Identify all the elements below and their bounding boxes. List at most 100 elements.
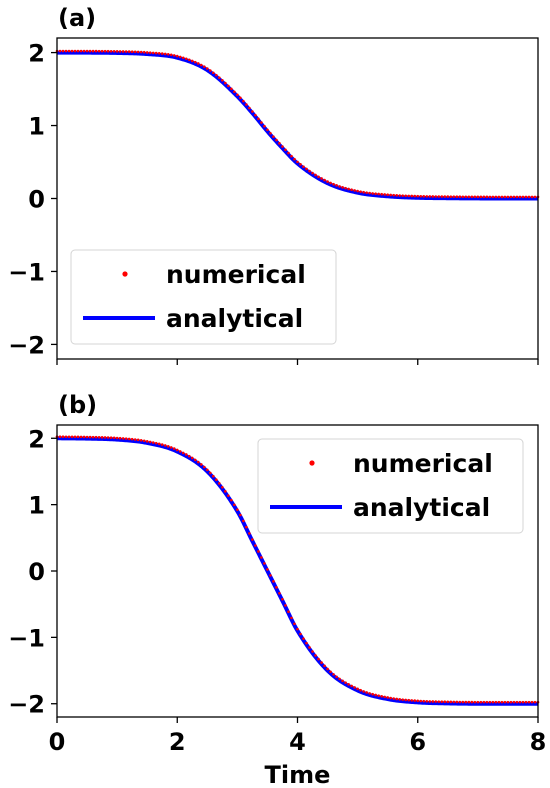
data-point <box>302 637 305 640</box>
data-point <box>485 700 489 704</box>
data-point <box>190 59 194 63</box>
data-point <box>305 641 308 645</box>
data-point <box>58 49 62 53</box>
y-tick-label: 2 <box>28 425 45 453</box>
data-point <box>512 195 516 199</box>
data-point <box>100 436 104 439</box>
data-point <box>64 49 68 53</box>
data-point <box>160 443 164 446</box>
data-point <box>506 700 510 704</box>
data-point <box>482 700 486 704</box>
data-point <box>88 49 92 53</box>
data-point <box>455 195 459 198</box>
data-point <box>184 453 188 456</box>
data-point <box>374 693 377 697</box>
data-point <box>524 195 528 199</box>
data-point <box>145 51 149 54</box>
data-point <box>365 191 368 194</box>
data-point <box>281 597 284 601</box>
data-point <box>206 67 209 70</box>
data-point <box>323 664 326 668</box>
data-point <box>181 56 185 60</box>
data-point <box>386 696 389 699</box>
data-point <box>479 195 483 199</box>
data-point <box>136 50 140 54</box>
data-point <box>311 171 314 175</box>
data-point <box>500 195 504 199</box>
x-axis-title: Time <box>265 761 331 788</box>
data-point <box>335 184 338 187</box>
data-point <box>221 485 224 489</box>
data-point <box>419 194 423 198</box>
data-point <box>130 437 134 441</box>
data-point <box>239 513 242 517</box>
data-point <box>440 700 444 703</box>
data-point <box>178 450 182 453</box>
data-point <box>428 700 432 703</box>
data-point <box>383 193 386 196</box>
data-point <box>254 113 257 117</box>
data-point <box>218 482 221 485</box>
data-point <box>344 681 347 684</box>
panel-label: (a) <box>58 4 96 32</box>
data-point <box>353 189 356 192</box>
data-point <box>512 700 516 704</box>
data-point <box>236 508 239 511</box>
data-point <box>341 186 344 189</box>
data-point <box>91 435 95 439</box>
data-point <box>272 135 275 138</box>
x-tick-label: 2 <box>169 728 186 756</box>
data-point <box>115 50 119 53</box>
data-point <box>82 49 86 53</box>
data-point <box>482 195 486 199</box>
data-point <box>515 195 519 199</box>
data-point <box>139 438 143 442</box>
data-point <box>236 93 239 97</box>
data-point <box>275 586 278 589</box>
data-point <box>401 698 405 701</box>
data-point <box>100 49 104 53</box>
y-tick-label: 0 <box>28 186 45 214</box>
data-point <box>374 192 377 195</box>
data-point <box>127 50 131 53</box>
data-point <box>302 165 305 168</box>
data-point <box>425 699 429 703</box>
data-point <box>61 49 65 53</box>
data-point <box>227 84 230 88</box>
data-point <box>308 646 311 649</box>
data-point <box>383 695 386 699</box>
data-point <box>257 550 260 553</box>
data-point <box>212 474 215 478</box>
data-point <box>193 60 197 64</box>
data-point <box>449 195 453 198</box>
data-point <box>109 436 113 439</box>
data-point <box>260 556 263 559</box>
data-point <box>416 699 420 703</box>
x-tick-label: 8 <box>530 728 547 756</box>
data-point <box>473 700 477 704</box>
data-point <box>278 591 281 595</box>
data-point <box>446 195 450 198</box>
data-point <box>82 435 86 439</box>
data-point <box>503 700 507 704</box>
data-point <box>452 700 456 704</box>
data-point <box>172 54 176 57</box>
data-point <box>518 195 522 199</box>
data-point <box>449 700 453 704</box>
data-point <box>404 194 408 198</box>
data-point <box>332 182 335 186</box>
data-point <box>503 195 507 199</box>
data-point <box>187 454 191 458</box>
data-point <box>527 195 531 199</box>
data-point <box>317 175 320 179</box>
data-point <box>371 192 374 195</box>
data-point <box>118 436 122 440</box>
data-point <box>299 163 302 166</box>
data-point <box>446 700 450 704</box>
data-point <box>431 195 435 198</box>
data-point <box>509 700 513 704</box>
data-point <box>329 670 332 674</box>
legend-label-numerical: numerical <box>353 449 493 478</box>
data-point <box>248 532 251 535</box>
data-point <box>401 194 405 197</box>
